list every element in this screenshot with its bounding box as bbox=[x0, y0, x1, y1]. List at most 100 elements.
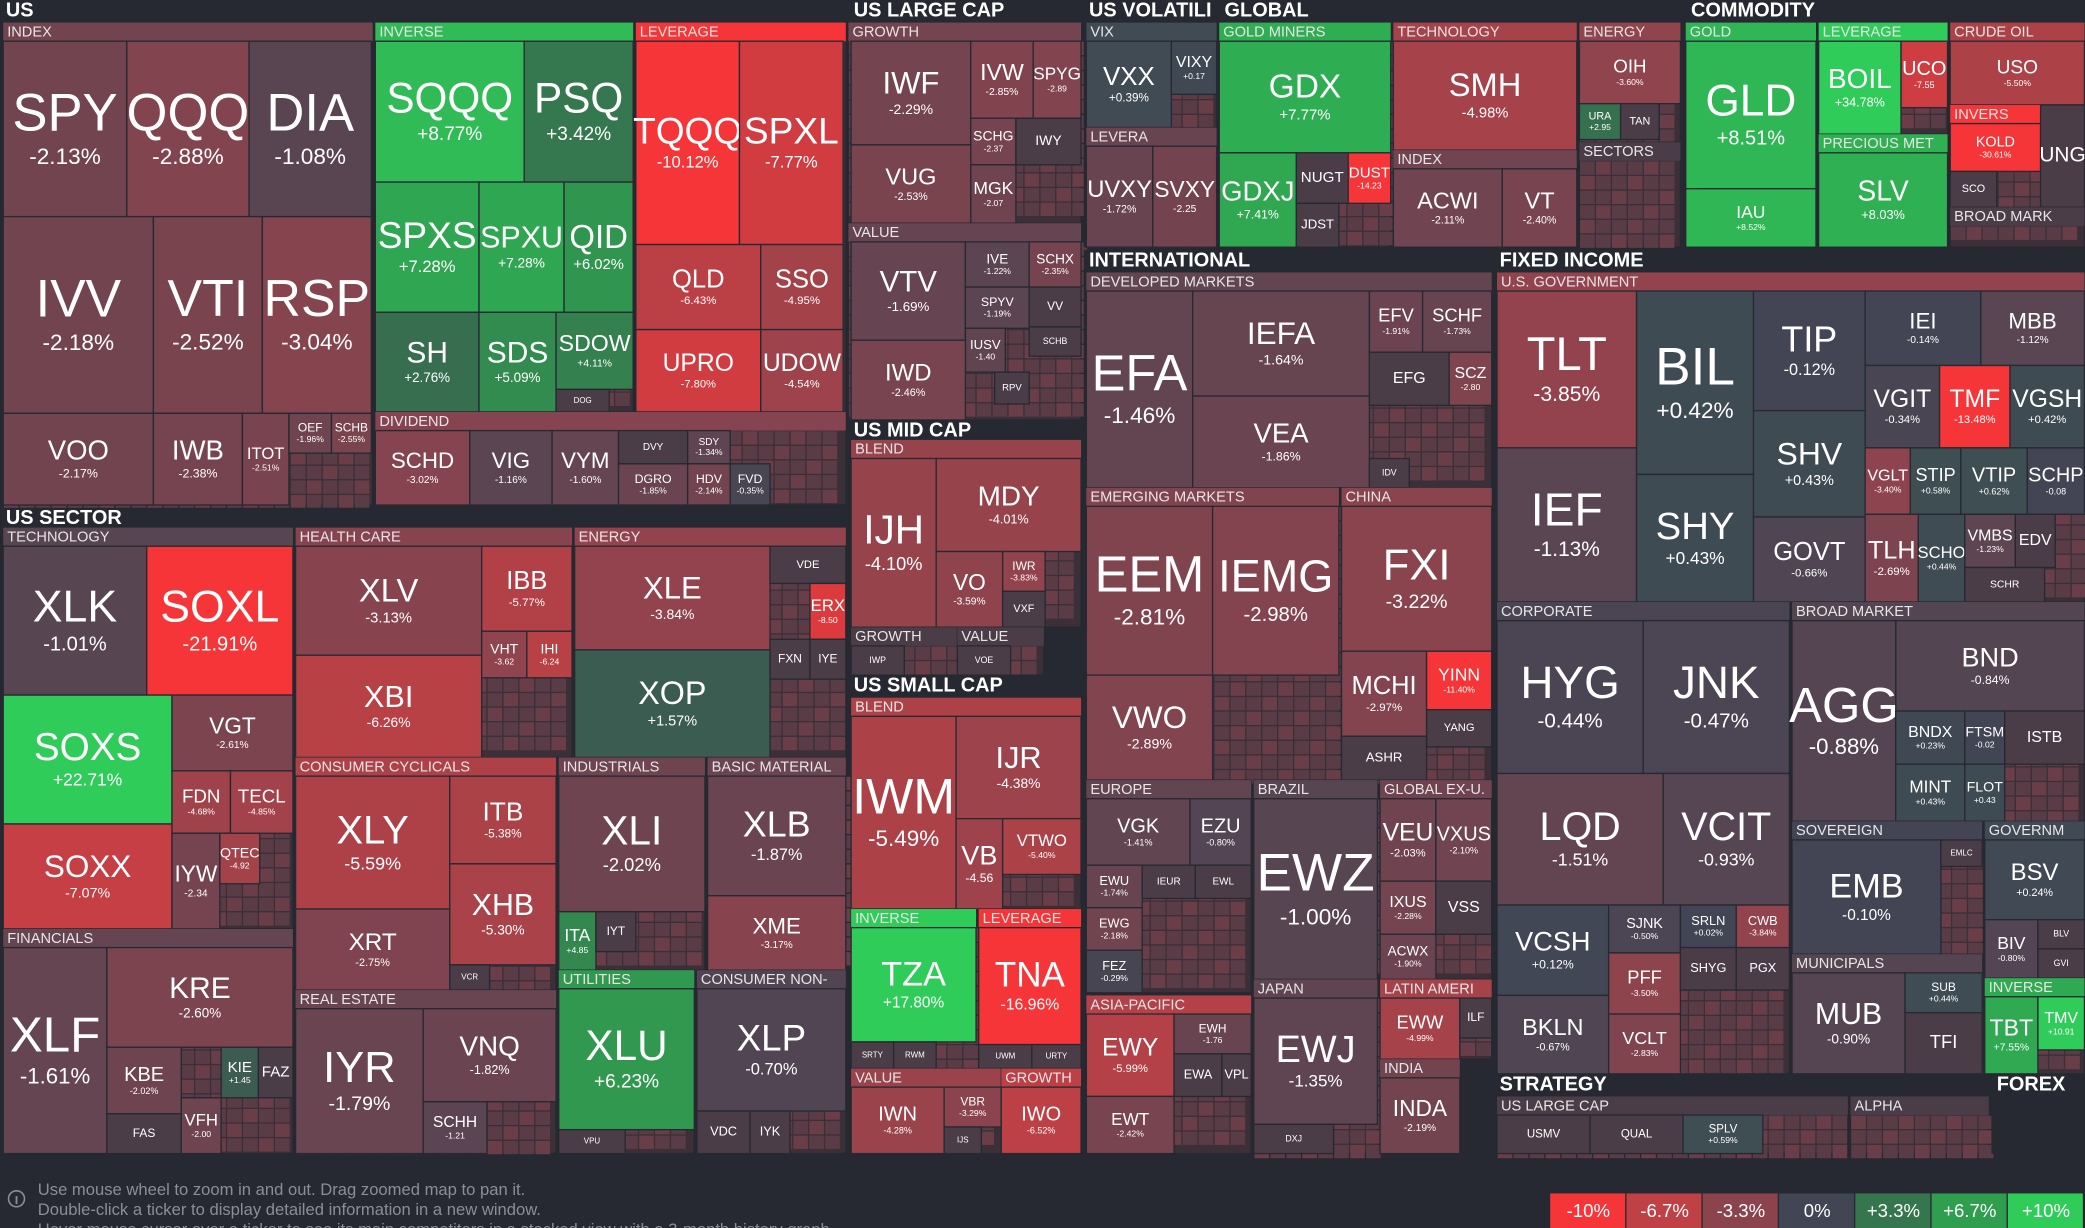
filler-cell bbox=[774, 475, 790, 489]
ticker-label: TNA bbox=[995, 956, 1066, 995]
ticker-label: VGK bbox=[1117, 815, 1160, 837]
filler-cell bbox=[976, 403, 992, 417]
ticker-label: SDS bbox=[487, 337, 548, 370]
filler-cell bbox=[1262, 726, 1278, 740]
ticker-label: SLV bbox=[1857, 174, 1909, 206]
ticker-label: VT bbox=[1525, 187, 1555, 213]
change-label: -2.40% bbox=[1523, 215, 1557, 227]
filler-cell bbox=[1024, 359, 1040, 373]
filler-cell bbox=[1374, 423, 1389, 437]
change-label: -0.35% bbox=[736, 486, 764, 496]
filler-cell bbox=[1214, 945, 1230, 959]
filler-cell bbox=[1262, 697, 1278, 711]
change-label: -2.28% bbox=[1394, 911, 1422, 921]
ticker-label: KOLD bbox=[1976, 135, 2015, 151]
filler-cell bbox=[1166, 901, 1182, 916]
change-label: -6.43% bbox=[680, 295, 716, 307]
filler-cell bbox=[790, 475, 806, 489]
filler-cell bbox=[976, 388, 992, 403]
change-label: -2.13% bbox=[29, 144, 101, 169]
ticker-label: UPRO bbox=[663, 350, 734, 377]
filler-cell bbox=[1310, 726, 1325, 740]
filler-cell bbox=[1310, 682, 1325, 696]
change-label: +7.28% bbox=[399, 257, 456, 276]
filler-cell bbox=[1166, 945, 1182, 959]
filler-cell bbox=[1182, 1102, 1198, 1116]
filler-cell bbox=[1596, 219, 1611, 234]
ticker-label: VEA bbox=[1254, 417, 1310, 448]
ticker-label: IJS bbox=[957, 1135, 969, 1144]
filler-cell bbox=[1453, 408, 1469, 422]
filler-cell bbox=[1294, 682, 1309, 696]
group-label: EUROPE bbox=[1090, 782, 1152, 798]
group-label: CHINA bbox=[1346, 490, 1392, 506]
ticker-label: GDXJ bbox=[1221, 175, 1294, 206]
filler-cell bbox=[1294, 726, 1309, 740]
filler-cell bbox=[742, 431, 758, 445]
filler-cell bbox=[1405, 437, 1421, 452]
filler-cell bbox=[1182, 930, 1198, 945]
change-label: +2.95 bbox=[1589, 122, 1611, 132]
change-label: -1.64% bbox=[1259, 353, 1304, 369]
group-label: VALUE bbox=[961, 629, 1008, 645]
ticker-label: DUST bbox=[1349, 164, 1390, 181]
filler-cell bbox=[1182, 974, 1198, 989]
ticker-label: EFV bbox=[1378, 305, 1414, 326]
ticker-label: IWP bbox=[869, 655, 886, 665]
filler-cell bbox=[1453, 437, 1469, 452]
filler-cell bbox=[1262, 682, 1278, 696]
filler-cell bbox=[1182, 100, 1198, 114]
filler-cell bbox=[1230, 711, 1246, 725]
filler-cell bbox=[1230, 1131, 1246, 1145]
filler-cell bbox=[1262, 755, 1278, 769]
change-label: -2.46% bbox=[891, 387, 926, 399]
filler-cell bbox=[774, 489, 790, 504]
group-label: EMERGING MARKETS bbox=[1090, 490, 1244, 506]
filler-cell bbox=[1310, 711, 1325, 725]
ticker-label: SRTY bbox=[862, 1050, 884, 1059]
ticker-label: IXUS bbox=[1389, 894, 1426, 911]
filler-cell bbox=[1230, 945, 1246, 959]
filler-cell bbox=[992, 403, 1008, 417]
filler-cell bbox=[1611, 161, 1627, 175]
filler-cell bbox=[1278, 682, 1294, 696]
filler-cell bbox=[1437, 452, 1453, 466]
change-label: -1.72% bbox=[1103, 204, 1137, 216]
ticker-label: IEUR bbox=[1157, 876, 1181, 887]
group-label: INVERS bbox=[1954, 107, 2009, 123]
change-label: -5.50% bbox=[2004, 78, 2032, 88]
change-label: -2.80 bbox=[1461, 382, 1481, 392]
filler-cell bbox=[1659, 205, 1675, 219]
change-label: -3.83% bbox=[1010, 572, 1038, 582]
ticker-label: PSQ bbox=[534, 74, 623, 121]
group-label: PRECIOUS MET bbox=[1823, 136, 1934, 152]
filler-cell bbox=[1643, 161, 1659, 175]
filler-cell bbox=[1278, 711, 1294, 725]
change-label: -1.19% bbox=[984, 309, 1012, 319]
ticker-label: VIXY bbox=[1176, 54, 1213, 71]
filler-cell bbox=[1643, 219, 1659, 234]
group-label: ENERGY bbox=[1583, 24, 1645, 40]
change-label: -4.10% bbox=[865, 554, 923, 574]
ticker-label: VYM bbox=[561, 448, 609, 473]
group-label: INVERSE bbox=[855, 911, 919, 927]
ticker-label: VV bbox=[1047, 299, 1063, 313]
ticker-label: FVD bbox=[738, 472, 763, 486]
change-label: -6.52% bbox=[1027, 1126, 1056, 1136]
filler-cell bbox=[2062, 226, 2078, 240]
filler-cell bbox=[322, 480, 338, 494]
filler-cell bbox=[1040, 188, 1056, 202]
change-label: -3.04% bbox=[281, 329, 353, 354]
ticker-label: VTWO bbox=[1017, 831, 1067, 850]
ticker-label: MCHI bbox=[1351, 672, 1416, 700]
change-label: -1.74% bbox=[1101, 888, 1129, 898]
ticker-label: BOIL bbox=[1828, 63, 1892, 94]
ticker-label: TQQQ bbox=[633, 110, 742, 152]
group-label: INDEX bbox=[7, 24, 52, 40]
filler-cell bbox=[1659, 129, 1675, 143]
group-label: GLOBAL EX-U. bbox=[1384, 782, 1485, 798]
filler-cell bbox=[1182, 960, 1198, 974]
change-label: -2.55% bbox=[338, 434, 366, 444]
change-label: -2.10% bbox=[1450, 845, 1479, 855]
ticker-label: SMH bbox=[1449, 66, 1522, 103]
